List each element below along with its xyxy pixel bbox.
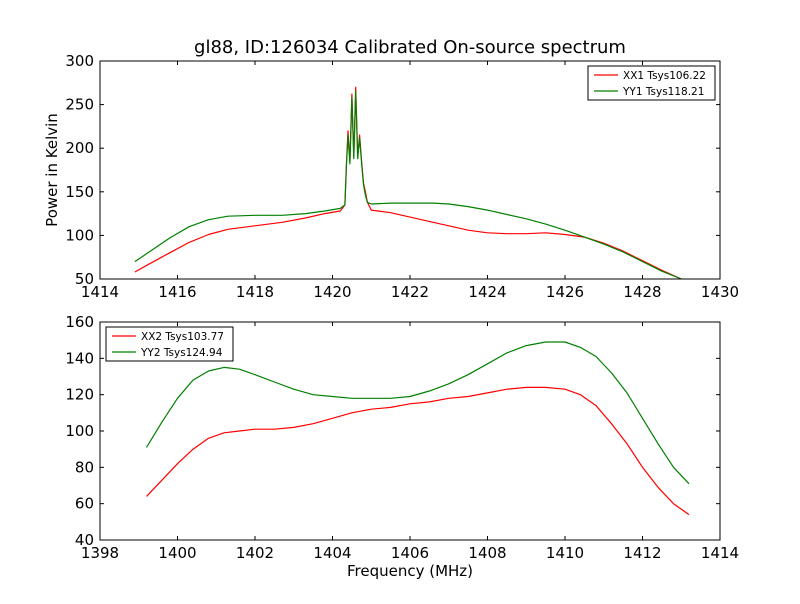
x-tick-label: 1420 — [313, 283, 351, 301]
y-tick-label: 150 — [65, 183, 94, 201]
series-line-1 — [146, 386, 690, 516]
x-tick-label: 1398 — [81, 544, 119, 562]
x-tick-label: 1404 — [313, 544, 351, 562]
x-tick-label: 1422 — [391, 283, 429, 301]
series-line-2 — [145, 341, 690, 485]
x-tick-label: 1424 — [468, 283, 506, 301]
x-tick-label: 1402 — [236, 544, 274, 562]
y-tick-label: 100 — [65, 422, 94, 440]
x-tick-label: 1406 — [391, 544, 429, 562]
x-tick-label: 1412 — [623, 544, 661, 562]
x-tick-label: 1408 — [468, 544, 506, 562]
y-tick-label: 160 — [65, 313, 94, 331]
chart-title: gl88, ID:126034 Calibrated On-source spe… — [194, 37, 626, 58]
x-tick-label: 1416 — [158, 283, 196, 301]
y-tick-label: 120 — [65, 386, 94, 404]
legend-entry: XX2 Tsys103.77 — [141, 331, 224, 343]
y-tick-label: 60 — [75, 495, 94, 513]
subplot-2: 1398 1400 1402 1404 1406 1408 1410 1412 1414 40 60… — [65, 313, 739, 580]
y-tick-label: 300 — [65, 52, 94, 70]
x-tick-label: 1430 — [701, 283, 739, 301]
x-tick-label: 1414 — [81, 283, 119, 301]
series-line-2 — [134, 90, 682, 280]
legend-entry: YY2 Tsys124.94 — [140, 347, 223, 359]
y-tick-label: 200 — [65, 139, 94, 157]
y-tick-label: 50 — [75, 270, 94, 288]
x-tick-label: 1400 — [158, 544, 196, 562]
x-tick-label: 1428 — [623, 283, 661, 301]
y-tick-label: 250 — [65, 96, 94, 114]
legend-entry: YY1 Tsys118.21 — [622, 86, 704, 98]
y-axis-label: Power in Kelvin — [43, 113, 61, 227]
x-tick-label: 1414 — [701, 544, 739, 562]
x-tick-label: 1426 — [546, 283, 584, 301]
legend: XX2 Tsys103.77 YY2 Tsys124.94 — [105, 326, 234, 362]
y-tick-label: 100 — [65, 226, 94, 244]
y-tick-label: 140 — [65, 349, 94, 367]
y-tick-label: 80 — [75, 458, 94, 476]
legend: XX1 Tsys106.22 YY1 Tsys118.21 — [587, 65, 716, 101]
x-tick-label: 1418 — [236, 283, 274, 301]
x-axis-label: Frequency (MHz) — [347, 562, 473, 580]
legend-box — [587, 65, 716, 101]
y-tick-label: 40 — [75, 531, 94, 549]
legend-entry: XX1 Tsys106.22 — [623, 70, 706, 82]
subplot-1: 1414 1416 1418 1420 1422 1424 1426 1428 1430 50 10… — [43, 52, 739, 301]
x-tick-label: 1410 — [546, 544, 584, 562]
legend-box — [105, 326, 234, 362]
